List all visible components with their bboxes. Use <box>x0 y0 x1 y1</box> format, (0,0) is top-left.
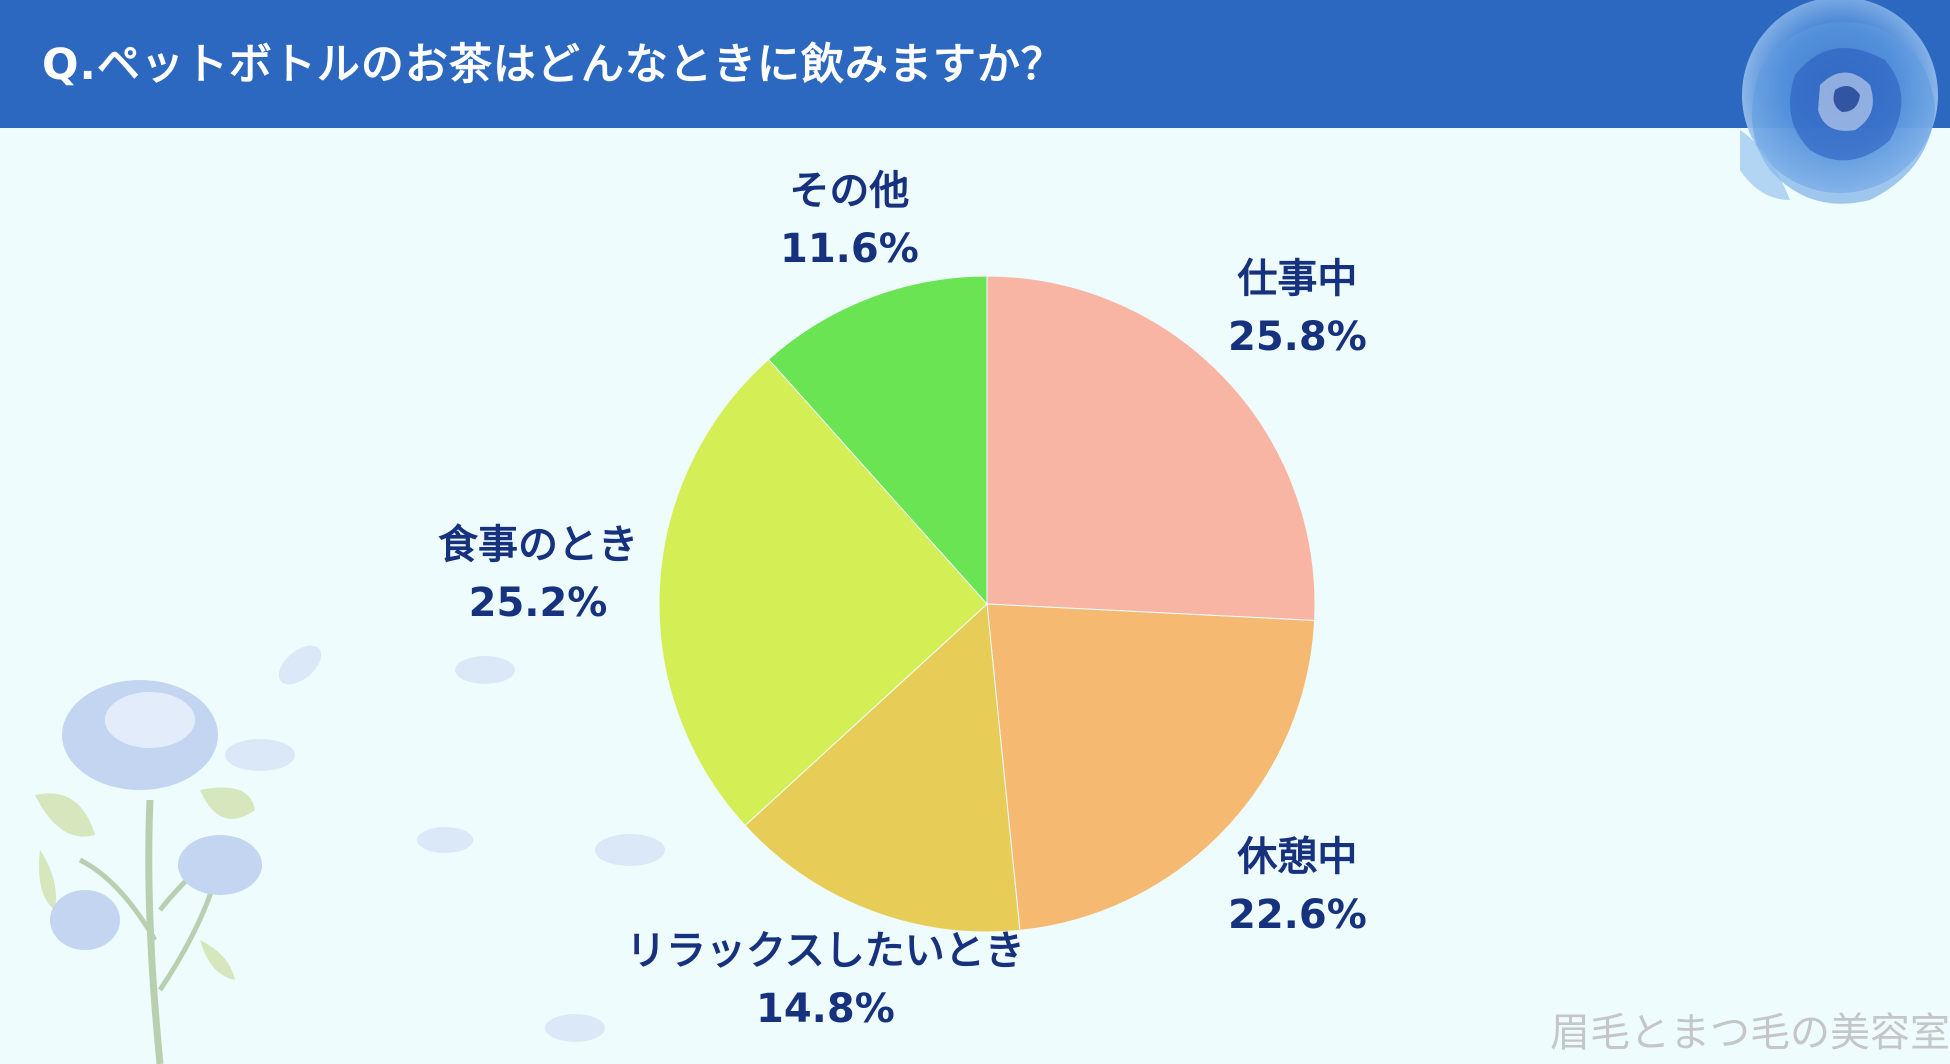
flower-decoration-icon <box>35 645 665 1064</box>
slice-value: 11.6% <box>780 226 919 272</box>
pie-slice-0 <box>986 275 1316 622</box>
slice-value: 25.8% <box>1228 314 1367 360</box>
slice-label-break: 休憩中 22.6% <box>1228 828 1367 944</box>
pie-slice-2 <box>744 602 1021 933</box>
slice-name: 休憩中 <box>1237 834 1358 880</box>
slice-name: その他 <box>789 168 910 214</box>
title-bar: Q.ペットボトルのお茶はどんなときに飲みますか？ <box>0 0 1950 128</box>
slice-name: リラックスしたいとき <box>626 928 1025 974</box>
pie-slice-4 <box>767 275 988 606</box>
slice-value: 14.8% <box>756 986 895 1032</box>
pie-slice-3 <box>658 358 988 827</box>
slice-value: 22.6% <box>1228 892 1367 938</box>
watermark: 眉毛とまつ毛の美容室 <box>1550 1010 1950 1056</box>
page-title: Q.ペットボトルのお茶はどんなときに飲みますか？ <box>42 40 1065 90</box>
slice-label-work: 仕事中 25.8% <box>1228 250 1367 366</box>
slice-value: 25.2% <box>468 580 608 626</box>
slice-label-meal: 食事のとき 25.2% <box>438 516 638 632</box>
rose-decoration-icon <box>1740 0 1938 204</box>
slice-label-other: その他 11.6% <box>780 162 919 278</box>
slice-label-relax: リラックスしたいとき 14.8% <box>626 922 1025 1038</box>
slice-name: 仕事中 <box>1237 256 1358 302</box>
slice-name: 食事のとき <box>438 522 638 568</box>
pie-slice-1 <box>986 603 1316 931</box>
